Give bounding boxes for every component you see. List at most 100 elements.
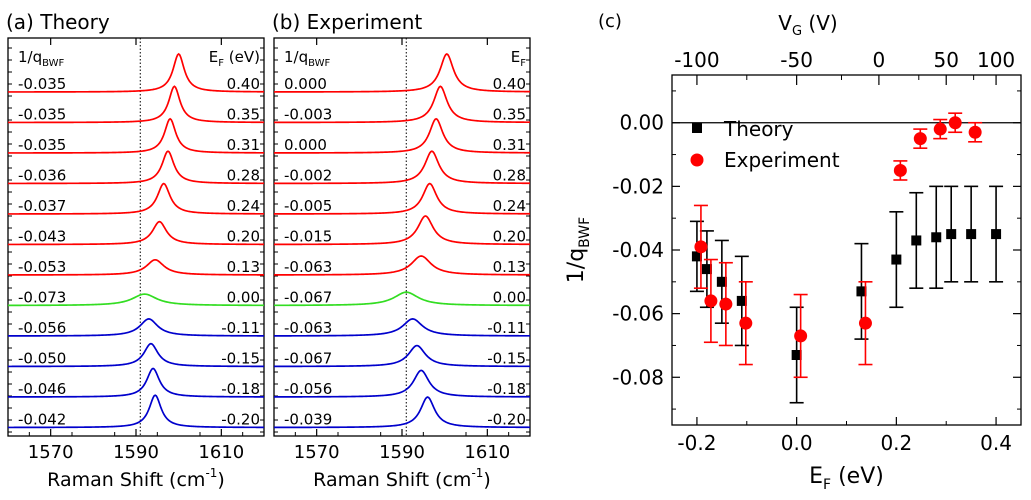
x-tick-label: -0.2 bbox=[677, 431, 716, 455]
spectrum-trace bbox=[274, 369, 530, 398]
theory-point bbox=[791, 350, 802, 360]
spectrum-trace bbox=[274, 53, 531, 93]
label-part: V bbox=[778, 11, 792, 35]
q-value-label: -0.063 bbox=[284, 258, 332, 276]
legend: Theory Experiment bbox=[690, 117, 840, 172]
q-value-label: -0.039 bbox=[284, 411, 332, 429]
label-part: Experiment bbox=[307, 10, 423, 34]
q-value-label: 0.000 bbox=[284, 136, 327, 154]
q-value-label: -0.015 bbox=[284, 228, 332, 246]
label-part: ) bbox=[483, 469, 490, 491]
theory-point bbox=[736, 295, 747, 306]
experiment-point bbox=[893, 163, 907, 177]
spectra-panel-0: (a) Theory 1570 1590 1610 Raman Shift (cm-1)… bbox=[6, 10, 265, 491]
fermi-energy-label: 0.00 bbox=[493, 289, 526, 307]
spectrum-trace bbox=[273, 150, 531, 185]
fermi-energy-label: 0.35 bbox=[227, 106, 260, 124]
theory-point bbox=[856, 286, 867, 297]
spectrum-trace bbox=[274, 117, 531, 154]
y-tick-label: -0.08 bbox=[612, 365, 664, 389]
top-tick-label: 100 bbox=[977, 48, 1015, 72]
label-part: BWF bbox=[308, 58, 330, 69]
experiment-point bbox=[913, 132, 927, 146]
spectrum-trace bbox=[8, 318, 264, 337]
x-tick-label: 1590 bbox=[379, 442, 425, 463]
legend-theory-label: Theory bbox=[723, 117, 794, 141]
label-part: -1 bbox=[205, 466, 217, 480]
label-part: BWF bbox=[577, 217, 593, 248]
y-tick-label: 0.00 bbox=[619, 111, 664, 135]
label-part: Theory bbox=[39, 10, 110, 34]
label-part: E bbox=[209, 48, 218, 66]
panel-title: (a) Theory bbox=[6, 10, 110, 34]
experiment-point bbox=[694, 240, 708, 254]
label-part: G bbox=[792, 24, 802, 39]
fermi-energy-label: 0.35 bbox=[493, 106, 526, 124]
spectrum-trace bbox=[8, 394, 265, 429]
fermi-energy-label: 0.31 bbox=[227, 136, 260, 154]
spectrum-trace bbox=[8, 150, 265, 185]
x-tick-label: 1570 bbox=[28, 442, 74, 463]
scatter-panel: (c) -0.2 0.0 0.2 0.4 0.00 -0.02 -0.04 -0.06 -0.08… bbox=[564, 11, 1022, 493]
spectrum-trace bbox=[274, 182, 530, 215]
top-tick-label: -100 bbox=[674, 48, 719, 72]
fermi-energy-label: 0.13 bbox=[227, 258, 260, 276]
q-value-label: -0.037 bbox=[18, 197, 66, 215]
y-tick-label: -0.06 bbox=[612, 302, 664, 326]
theory-point bbox=[991, 229, 1002, 240]
panel-title: (b) Experiment bbox=[272, 10, 422, 34]
spectrum-trace bbox=[274, 215, 530, 246]
legend-experiment-label: Experiment bbox=[724, 148, 840, 172]
theory-point bbox=[911, 235, 922, 246]
fermi-energy-label: -0.20 bbox=[487, 411, 526, 429]
fermi-energy-label: 0.20 bbox=[227, 228, 260, 246]
spectrum-trace bbox=[273, 255, 530, 276]
top-tick-label: -50 bbox=[780, 48, 813, 72]
label-part: (V) bbox=[802, 11, 838, 35]
theory-point bbox=[946, 229, 957, 240]
q-value-label: -0.002 bbox=[284, 167, 332, 185]
y-tick-label: -0.04 bbox=[612, 238, 664, 262]
experiment-point bbox=[858, 316, 872, 330]
theory-point bbox=[966, 229, 977, 240]
experiment-point bbox=[704, 294, 718, 308]
spectrum-trace bbox=[8, 85, 264, 124]
spectra-panel-1: (b) Experiment 1570 1590 1610 Raman Shift (c… bbox=[272, 10, 531, 491]
spectrum-trace bbox=[8, 367, 264, 398]
x-axis-label: Raman Shift (cm-1) bbox=[47, 466, 225, 491]
label-part: 1/q bbox=[18, 48, 42, 66]
label-part: BWF bbox=[42, 58, 64, 69]
legend-experiment-marker bbox=[690, 153, 704, 167]
label-part: (eV) bbox=[831, 464, 884, 489]
label-part: 1/q bbox=[284, 48, 308, 66]
label-part: F bbox=[823, 477, 831, 493]
fermi-energy-label: -0.20 bbox=[221, 411, 260, 429]
x-tick-label: 0.4 bbox=[980, 431, 1012, 455]
label-part: -1 bbox=[471, 466, 483, 480]
fermi-energy-label: 0.40 bbox=[493, 75, 526, 93]
x-tick-label: 1610 bbox=[198, 442, 244, 463]
q-value-label: -0.043 bbox=[18, 228, 66, 246]
x-tick-label: 0.0 bbox=[781, 431, 813, 455]
right-column-header: EF bbox=[511, 48, 526, 69]
spectrum-trace bbox=[8, 220, 264, 246]
x-tick-label: 1590 bbox=[113, 442, 159, 463]
spectrum-trace bbox=[8, 182, 264, 215]
q-value-label: 0.000 bbox=[284, 75, 327, 93]
q-value-label: -0.073 bbox=[18, 289, 66, 307]
experiment-point bbox=[968, 125, 982, 139]
q-value-label: -0.035 bbox=[18, 136, 66, 154]
q-value-label: -0.046 bbox=[18, 380, 66, 398]
fermi-energy-label: -0.18 bbox=[487, 380, 526, 398]
fermi-energy-label: -0.15 bbox=[221, 350, 260, 368]
fermi-energy-label: 0.31 bbox=[493, 136, 526, 154]
q-value-label: -0.063 bbox=[284, 319, 332, 337]
fermi-energy-label: 0.28 bbox=[493, 167, 526, 185]
spectrum-trace bbox=[8, 117, 264, 154]
label-part: F bbox=[520, 58, 526, 69]
label-part: ) bbox=[217, 469, 224, 491]
x-tick-label: 1610 bbox=[464, 442, 510, 463]
label-part: Raman Shift (cm bbox=[47, 469, 205, 491]
x-tick-label: 1570 bbox=[294, 442, 340, 463]
